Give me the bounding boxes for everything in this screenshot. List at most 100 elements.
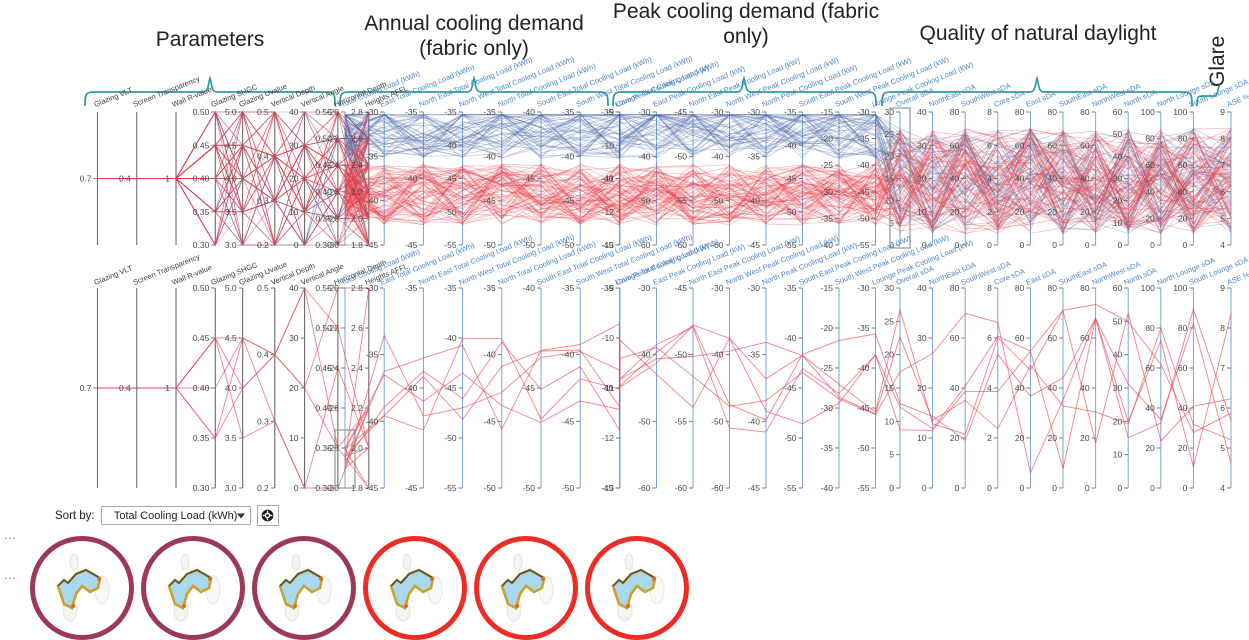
design-polyline[interactable] [97, 111, 1232, 226]
design-polyline[interactable] [97, 110, 1232, 225]
design-polyline[interactable] [97, 110, 1232, 246]
design-polyline[interactable] [97, 135, 1232, 227]
design-polyline[interactable] [97, 110, 1232, 224]
sort-settings-button[interactable] [256, 505, 279, 526]
design-polyline[interactable] [97, 111, 1232, 246]
design-polyline[interactable] [97, 111, 1232, 246]
design-thumbnail-5[interactable] [474, 536, 578, 640]
design-polyline[interactable] [97, 111, 1232, 224]
design-polyline[interactable] [97, 111, 1232, 246]
design-polyline[interactable] [97, 114, 1232, 235]
design-polyline[interactable] [97, 133, 1232, 231]
design-polyline[interactable] [97, 111, 1232, 246]
design-polyline[interactable] [97, 127, 1232, 246]
design-polyline[interactable] [97, 111, 1232, 246]
design-polyline[interactable] [97, 110, 1232, 246]
design-polyline[interactable] [97, 111, 1232, 247]
design-polyline[interactable] [97, 110, 1232, 224]
design-polyline[interactable] [97, 114, 1232, 230]
design-polyline[interactable] [97, 111, 1232, 246]
design-polyline[interactable] [97, 111, 1232, 246]
design-polyline[interactable] [97, 113, 1232, 213]
design-polyline[interactable] [97, 114, 1232, 246]
design-polyline[interactable] [97, 111, 1232, 220]
design-polyline[interactable] [97, 136, 1232, 246]
design-polyline[interactable] [97, 130, 1232, 246]
design-polyline[interactable] [97, 114, 1232, 231]
design-polyline[interactable] [97, 114, 1232, 246]
design-polyline[interactable] [97, 131, 1232, 226]
design-polyline[interactable] [97, 128, 1232, 246]
design-polyline[interactable] [97, 113, 1232, 246]
design-polyline[interactable] [97, 111, 1232, 246]
design-polyline[interactable] [97, 111, 1232, 246]
design-thumbnail-6[interactable] [585, 536, 689, 640]
design-polyline[interactable] [97, 110, 1232, 246]
design-polyline[interactable] [97, 139, 1232, 247]
design-polyline[interactable] [97, 132, 1232, 246]
sort-by-select[interactable]: Total Cooling Load (kWh) [100, 506, 251, 525]
design-polyline[interactable] [97, 129, 1232, 246]
design-polyline[interactable] [97, 113, 1232, 247]
design-polyline[interactable] [97, 144, 1232, 225]
design-polyline[interactable] [97, 111, 1232, 219]
design-polyline[interactable] [97, 287, 1232, 470]
design-thumbnail-3[interactable] [252, 536, 356, 640]
design-polyline[interactable] [97, 111, 1232, 224]
design-thumbnail-1[interactable] [30, 536, 134, 640]
design-polyline[interactable] [97, 114, 1232, 231]
design-polyline[interactable] [97, 111, 1232, 226]
design-polyline[interactable] [97, 110, 1232, 247]
design-polyline[interactable] [97, 137, 1232, 246]
design-polyline[interactable] [97, 114, 1232, 232]
design-polyline[interactable] [97, 111, 1232, 233]
design-polyline[interactable] [97, 114, 1232, 247]
design-polyline[interactable] [97, 111, 1232, 246]
design-polyline[interactable] [97, 110, 1232, 246]
design-polyline[interactable] [97, 114, 1232, 246]
design-polyline[interactable] [97, 111, 1232, 226]
design-polyline[interactable] [97, 111, 1232, 246]
design-polyline[interactable] [97, 111, 1232, 246]
design-polyline[interactable] [97, 138, 1232, 246]
design-polyline[interactable] [97, 111, 1232, 226]
design-polyline[interactable] [97, 111, 1232, 221]
design-polyline[interactable] [97, 131, 1232, 246]
design-polyline[interactable] [97, 114, 1232, 233]
design-polyline[interactable] [97, 111, 1232, 223]
design-polyline[interactable] [97, 114, 1232, 247]
design-polyline[interactable] [97, 114, 1232, 246]
design-polyline[interactable] [97, 136, 1232, 246]
design-polyline[interactable] [97, 111, 1232, 246]
design-polyline[interactable] [97, 110, 1232, 233]
design-polyline[interactable] [97, 110, 1232, 247]
design-polyline[interactable] [97, 111, 1232, 222]
design-polyline[interactable] [97, 111, 1232, 221]
axis-brush-handle[interactable] [889, 107, 911, 249]
design-polyline[interactable] [97, 111, 1232, 246]
design-polyline[interactable] [97, 114, 1232, 246]
design-polyline[interactable] [97, 140, 1232, 246]
design-polyline[interactable] [97, 114, 1232, 246]
design-polyline[interactable] [97, 110, 1232, 247]
design-polyline[interactable] [97, 113, 1232, 247]
design-polyline[interactable] [97, 111, 1232, 224]
design-polyline[interactable] [97, 111, 1232, 226]
design-polyline[interactable] [97, 304, 1232, 489]
design-polyline[interactable] [97, 114, 1232, 232]
design-polyline[interactable] [97, 114, 1232, 246]
design-polyline[interactable] [97, 113, 1232, 231]
parallel-coordinates-bottom[interactable]: 0.7 0.4 10.500.450.400.350.305.04.54.03.53… [0, 278, 1249, 496]
design-thumbnail-4[interactable] [363, 536, 467, 640]
design-polyline[interactable] [97, 140, 1232, 246]
design-polyline[interactable] [97, 110, 1232, 235]
design-polyline[interactable] [97, 139, 1232, 225]
design-polyline[interactable] [97, 110, 1232, 226]
design-polyline[interactable] [97, 114, 1232, 246]
design-polyline[interactable] [97, 114, 1232, 246]
design-polyline[interactable] [97, 127, 1232, 246]
design-polyline[interactable] [97, 111, 1232, 246]
design-polyline[interactable] [97, 111, 1232, 225]
design-polyline[interactable] [97, 128, 1232, 225]
design-polyline[interactable] [97, 111, 1232, 246]
